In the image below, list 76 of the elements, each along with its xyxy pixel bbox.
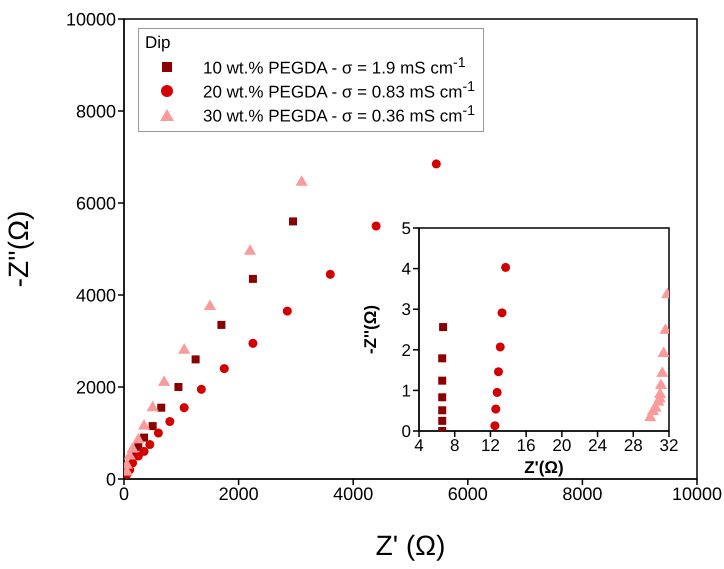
point xyxy=(145,440,154,450)
point xyxy=(491,404,500,414)
point xyxy=(154,428,163,438)
point xyxy=(248,338,258,348)
point xyxy=(148,422,157,430)
x-axis-title: Z'(Ω) xyxy=(524,458,564,477)
point xyxy=(132,432,144,444)
point xyxy=(492,388,502,397)
legend-label: 30 wt.% PEGDA - σ = 0.36 mS cm$^{-1}$ xyxy=(203,103,476,127)
y-axis-title: -Z''(Ω) xyxy=(361,304,380,354)
x-tick-label: 28 xyxy=(624,436,643,456)
x-tick-label: 2000 xyxy=(218,484,259,504)
point xyxy=(654,378,668,390)
point xyxy=(496,342,505,352)
y-tick-label: 5 xyxy=(402,219,411,238)
point xyxy=(490,421,500,430)
x-tick-label: 0 xyxy=(118,484,130,504)
point xyxy=(282,306,292,316)
y-tick-label: 0 xyxy=(106,469,116,490)
y-tick-label: 1 xyxy=(402,381,411,400)
x-tick-label: 4000 xyxy=(333,484,374,504)
point xyxy=(126,442,139,453)
point xyxy=(158,375,170,386)
point xyxy=(140,446,149,456)
point xyxy=(494,367,503,376)
y-tick-label: 2000 xyxy=(76,377,116,398)
point xyxy=(248,274,257,283)
point xyxy=(178,343,190,354)
x-tick-label: 8000 xyxy=(562,484,602,504)
y-tick-label: 8000 xyxy=(76,101,116,122)
x-tick-label: 24 xyxy=(588,436,608,456)
point xyxy=(372,221,381,231)
y-tick-label: 0 xyxy=(402,422,411,442)
y-tick-label: 3 xyxy=(402,300,411,320)
x-tick-label: 20 xyxy=(552,436,572,456)
y-tick-label: 4 xyxy=(402,260,411,279)
x-tick-label: 10000 xyxy=(672,484,722,504)
legend-title: Dip xyxy=(145,33,172,53)
legend-label: 10 wt.% PEGDA - σ = 1.9 mS cm$^{-1}$ xyxy=(203,55,466,79)
x-tick-label: 16 xyxy=(516,436,536,456)
point xyxy=(157,404,166,412)
point xyxy=(656,366,668,377)
y-tick-label: 6000 xyxy=(76,193,116,214)
x-tick-label: 32 xyxy=(660,436,678,456)
y-axis-title: -Z''(Ω) xyxy=(2,210,34,288)
point xyxy=(438,416,446,425)
point xyxy=(432,159,441,168)
y-tick-label: 10000 xyxy=(66,9,116,30)
point xyxy=(438,376,446,385)
point xyxy=(438,393,446,402)
x-tick-label: 8 xyxy=(450,436,460,456)
point xyxy=(326,270,335,279)
point xyxy=(138,419,150,430)
point xyxy=(174,383,182,391)
point xyxy=(196,384,206,394)
x-axis-title: Z' (Ω) xyxy=(376,530,446,561)
point xyxy=(217,320,226,329)
point xyxy=(658,346,669,357)
point xyxy=(289,217,298,226)
x-tick-label: 6000 xyxy=(448,484,488,504)
point xyxy=(498,308,507,318)
point xyxy=(438,354,446,362)
point xyxy=(165,416,174,426)
legend-label: 20 wt.% PEGDA - σ = 0.83 mS cm$^{-1}$ xyxy=(203,79,476,103)
point xyxy=(501,262,510,272)
x-tick-label: 4 xyxy=(414,436,424,456)
point xyxy=(192,355,200,364)
point xyxy=(146,400,159,412)
y-tick-label: 4000 xyxy=(76,285,116,306)
point xyxy=(439,323,448,332)
x-tick-label: 12 xyxy=(480,436,500,456)
point xyxy=(180,403,189,412)
y-tick-label: 2 xyxy=(402,340,411,360)
point xyxy=(220,364,229,374)
point xyxy=(204,299,216,310)
point xyxy=(438,406,446,414)
